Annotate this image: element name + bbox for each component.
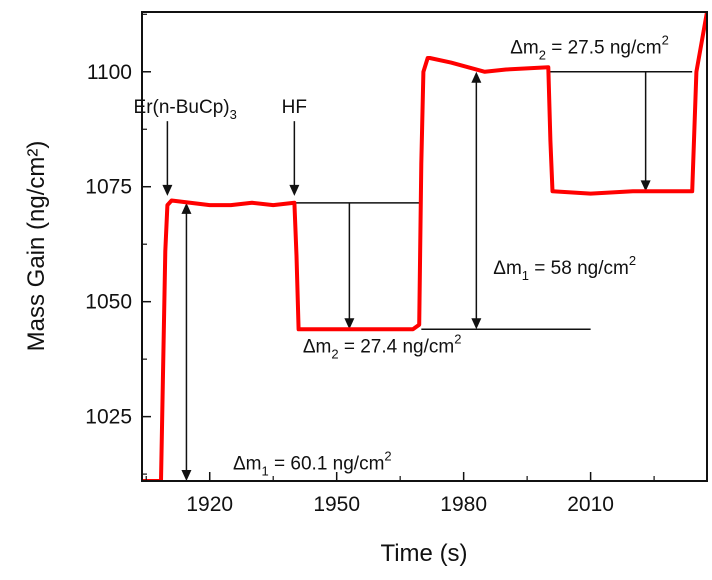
- delta-mass-sup: 2: [662, 32, 669, 47]
- arrow-head: [162, 184, 173, 196]
- pulse-label-subscript: 3: [230, 107, 237, 122]
- y-tick-label: 1050: [85, 291, 132, 314]
- arrow-head: [289, 184, 300, 196]
- x-tick-label: 2010: [567, 493, 614, 516]
- axis-ticks: 1920 1950 1980 2010 1025 1050 1075 1100: [85, 13, 655, 516]
- pulse-label: Er(n-BuCp)3: [134, 97, 237, 122]
- delta-mass-label: Δm2 = 27.5 ng/cm2: [510, 32, 669, 62]
- pulse-label-text: HF: [282, 97, 307, 118]
- delta-mass-rest: = 58 ng/cm: [529, 258, 629, 279]
- delta-mass-rest: = 27.5 ng/cm: [546, 37, 662, 58]
- delta-mass-label: Δm2 = 27.4 ng/cm2: [303, 331, 462, 361]
- delta-mass-sub: 1: [262, 464, 269, 479]
- delta-mass-label: Δm1 = 58 ng/cm2: [493, 253, 636, 283]
- arrow-head: [181, 470, 192, 481]
- delta-mass-sup: 2: [454, 331, 461, 346]
- delta-mass-base: Δm: [510, 37, 539, 58]
- delta-mass-sub: 2: [539, 47, 546, 62]
- x-tick-label: 1920: [186, 493, 233, 516]
- x-axis-title: Time (s): [380, 540, 467, 567]
- arrow-head: [640, 180, 651, 192]
- pulse-label-text: Er(n-BuCp): [134, 97, 230, 118]
- delta-mass-base: Δm: [303, 336, 332, 357]
- delta-mass-rest: = 27.4 ng/cm: [339, 336, 455, 357]
- delta-mass-sub: 1: [522, 268, 529, 283]
- y-tick-label: 1100: [87, 61, 132, 84]
- pulse-label: HF: [282, 97, 307, 118]
- arrow-head: [471, 318, 482, 330]
- delta-mass-base: Δm: [493, 258, 522, 279]
- x-tick-label: 1950: [313, 493, 360, 516]
- plot-frame: [141, 11, 708, 482]
- delta-mass-rest: = 60.1 ng/cm: [269, 454, 385, 475]
- arrow-head: [344, 318, 355, 330]
- delta-mass-sup: 2: [629, 253, 636, 268]
- x-tick-label: 1980: [440, 493, 487, 516]
- arrow-head: [471, 71, 482, 83]
- y-tick-label: 1025: [85, 406, 132, 429]
- delta-mass-sup: 2: [384, 449, 391, 464]
- delta-mass-sub: 2: [331, 346, 338, 361]
- y-tick-label: 1075: [85, 176, 132, 199]
- delta-mass-base: Δm: [233, 454, 262, 475]
- mass-gain-series-line: [142, 12, 707, 481]
- arrow-head: [181, 202, 192, 214]
- delta-mass-label: Δm1 = 60.1 ng/cm2: [233, 449, 392, 479]
- y-axis-title: Mass Gain (ng/cm²): [23, 141, 50, 352]
